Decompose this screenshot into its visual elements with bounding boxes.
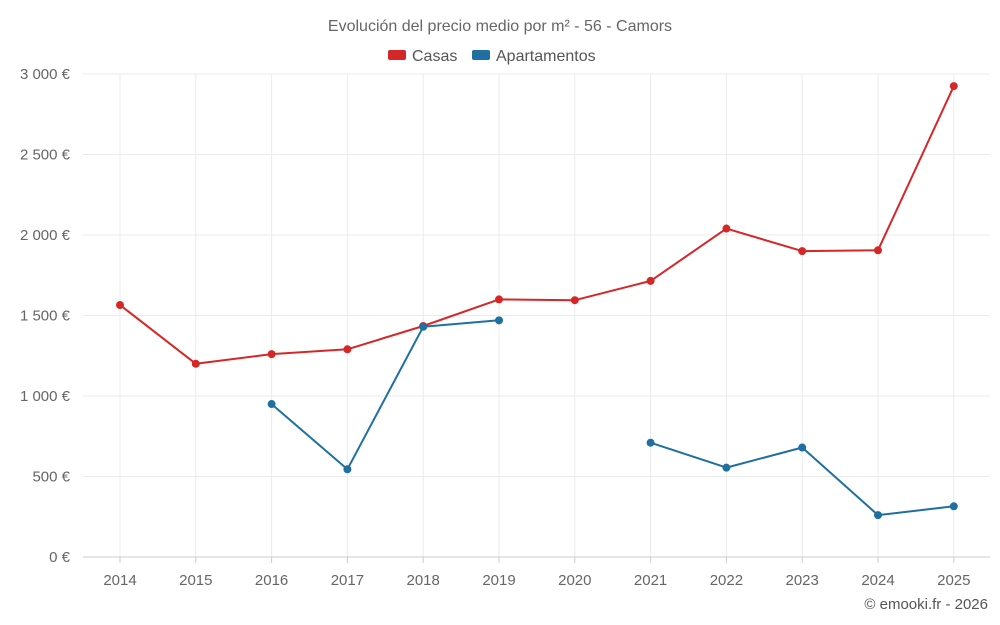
credit-text: © emooki.fr - 2026 — [864, 596, 988, 613]
y-tick-label: 2 500 € — [20, 147, 71, 164]
x-tick-label: 2025 — [937, 572, 970, 589]
x-tick-label: 2019 — [482, 572, 515, 589]
data-point-apartamentos[interactable] — [419, 322, 428, 331]
series-apartamentos — [267, 316, 958, 520]
legend-swatch-apartamentos — [472, 50, 490, 60]
data-point-apartamentos[interactable] — [798, 443, 807, 452]
data-point-casas[interactable] — [570, 296, 579, 305]
data-point-casas[interactable] — [343, 345, 352, 354]
data-point-casas[interactable] — [495, 295, 503, 304]
series-casas — [116, 82, 958, 368]
legend-item-apartamentos[interactable]: Apartamentos — [472, 48, 596, 65]
data-point-casas[interactable] — [646, 276, 655, 285]
series-line-apartamentos — [270, 319, 500, 471]
data-point-apartamentos[interactable] — [874, 511, 882, 520]
data-point-casas[interactable] — [798, 247, 807, 256]
data-point-apartamentos[interactable] — [343, 465, 352, 474]
data-point-apartamentos[interactable] — [495, 316, 503, 325]
legend-item-casas[interactable]: Casas — [388, 48, 457, 65]
y-axis: 0 € 500 € 1 000 € 1 500 € 2 000 € 2 500 € 3 00… — [20, 66, 71, 566]
x-tick-label: 2022 — [710, 572, 743, 589]
series-line-casas — [119, 85, 955, 365]
data-point-casas[interactable] — [116, 301, 124, 310]
y-tick-label: 2 000 € — [20, 227, 71, 244]
series — [116, 82, 958, 520]
data-point-casas[interactable] — [267, 350, 276, 359]
x-tick-label: 2015 — [179, 572, 212, 589]
y-tick-label: 3 000 € — [20, 66, 71, 83]
legend-swatch-casas — [388, 50, 406, 60]
legend-label-apartamentos: Apartamentos — [496, 48, 596, 65]
y-tick-label: 1 500 € — [20, 308, 71, 325]
data-point-apartamentos[interactable] — [646, 438, 655, 447]
y-tick-label: 1 000 € — [20, 388, 71, 405]
chart-title: Evolución del precio medio por m² - 56 -… — [328, 18, 672, 35]
x-tick-label: 2023 — [786, 572, 819, 589]
legend-label-casas: Casas — [412, 48, 457, 65]
x-axis: 2014 2015 2016 2017 2018 2019 2020 2021 2022 2023… — [83, 556, 990, 589]
x-tick-label: 2024 — [861, 572, 894, 589]
grid — [83, 73, 990, 557]
data-point-apartamentos[interactable] — [267, 400, 276, 409]
data-point-apartamentos[interactable] — [722, 463, 731, 472]
x-tick-label: 2020 — [558, 572, 591, 589]
data-point-casas[interactable] — [191, 359, 200, 368]
data-point-apartamentos[interactable] — [949, 502, 958, 511]
data-point-casas[interactable] — [949, 82, 958, 91]
legend[interactable]: Casas Apartamentos — [388, 48, 596, 65]
data-point-casas[interactable] — [722, 224, 731, 233]
y-tick-label: 500 € — [32, 469, 70, 486]
x-tick-label: 2018 — [407, 572, 440, 589]
x-tick-label: 2014 — [103, 572, 136, 589]
x-tick-label: 2017 — [331, 572, 364, 589]
data-point-casas[interactable] — [874, 246, 882, 255]
y-tick-label: 0 € — [49, 549, 71, 566]
x-tick-label: 2021 — [634, 572, 667, 589]
x-tick-label: 2016 — [255, 572, 288, 589]
